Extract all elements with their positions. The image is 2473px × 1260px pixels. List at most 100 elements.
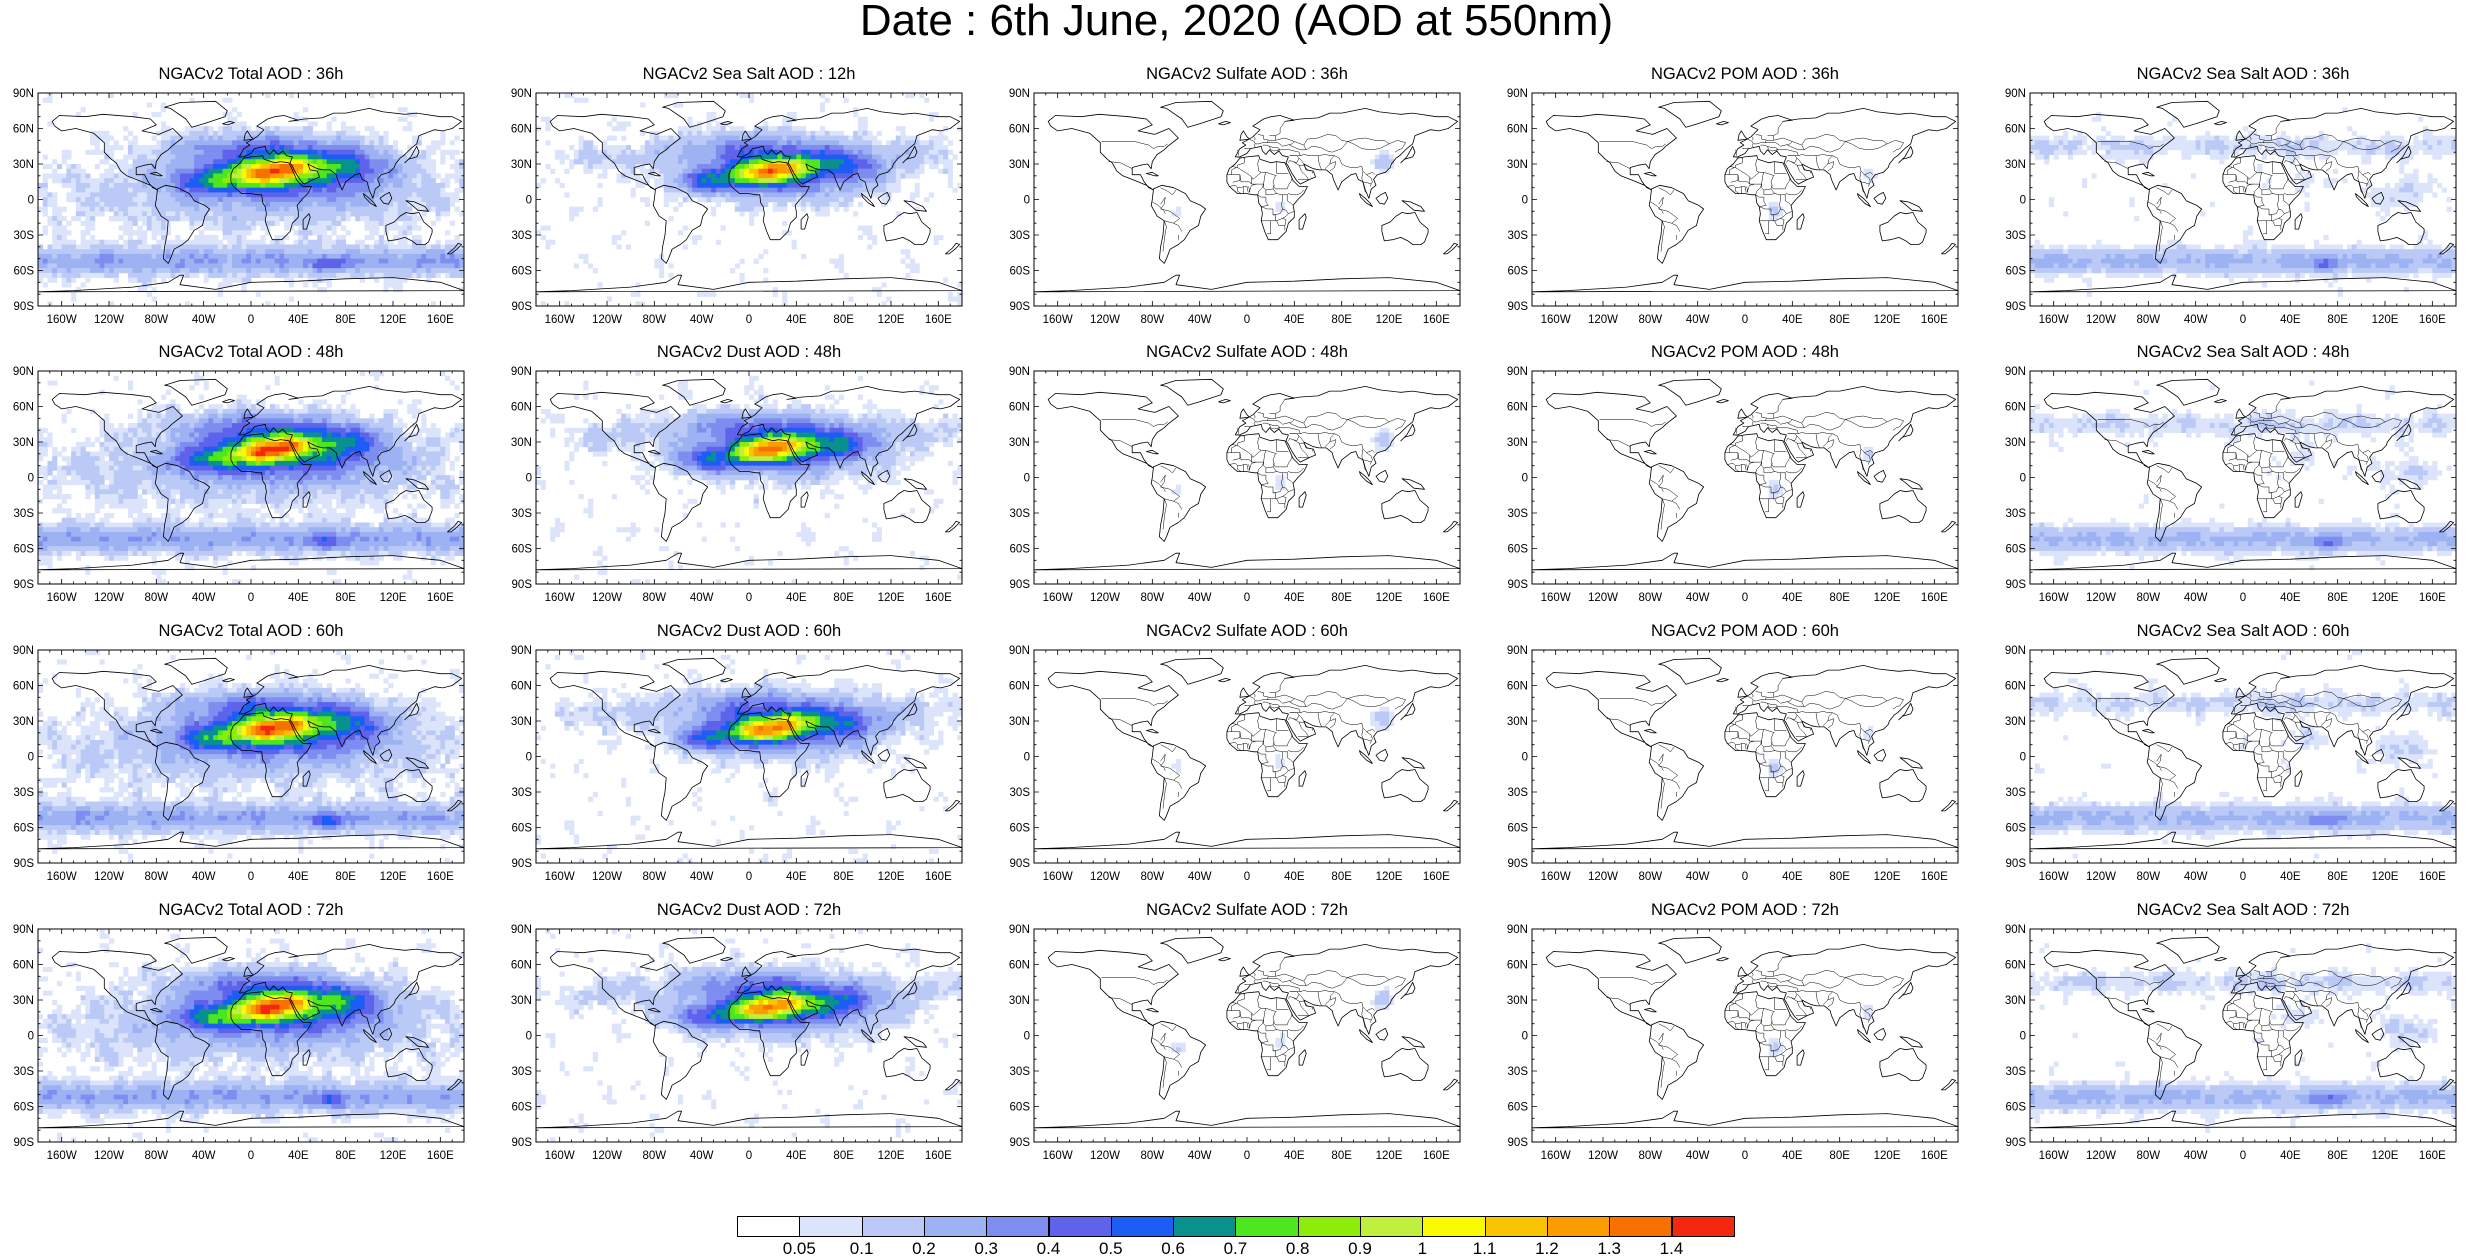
aod-cell [635,149,641,155]
aod-cell [322,258,328,264]
aod-cell [857,178,863,184]
aod-cell [853,107,859,113]
aod-cell [388,253,394,260]
aod-cell [194,145,200,151]
aod-cell [232,277,238,283]
aod-cell [810,135,816,141]
aod-cell [109,239,115,245]
aod-cell [251,244,257,250]
aod-cell [2214,135,2220,141]
aod-cell [260,239,266,245]
aod-cell [1384,154,1390,160]
aod-cell [891,159,897,165]
aod-cell [786,116,792,122]
aod-cell [2077,130,2083,136]
aod-cell [232,159,238,165]
aod-cell [402,230,408,236]
aod-cell [355,268,361,274]
aod-cell [630,149,636,155]
aod-cell [303,268,309,274]
lon-tick-label: 160E [1921,314,1948,326]
aod-cell [739,197,745,203]
aod-cell [288,277,294,283]
aod-cell [255,268,261,274]
aod-cell [359,182,365,189]
aod-cell [796,145,802,151]
aod-cell [132,263,138,269]
aod-cell [142,277,148,283]
aod-cell [2318,244,2324,250]
aod-cell [52,239,58,245]
aod-cell [165,258,171,264]
aod-cell [279,235,285,241]
aod-cell [635,159,641,165]
aod-cell [673,187,679,193]
aod-cell [2105,140,2111,146]
aod-cell [796,164,802,170]
aod-cell [298,164,304,170]
aod-cell [2252,149,2258,155]
aod-cell [137,182,143,189]
aod-cell [715,164,721,170]
aod-cell [1778,211,1784,217]
aod-cell [241,145,247,151]
aod-cell [113,178,119,184]
aod-cell [274,192,280,198]
aod-cell [99,253,105,260]
aod-cell [312,201,318,207]
aod-cell [42,164,48,170]
aod-cell [407,192,413,198]
aod-cell [545,140,551,146]
aod-cell [2413,244,2419,250]
aod-cell [393,268,399,274]
aod-cell [94,249,100,255]
aod-cell [284,178,290,184]
aod-cell [80,249,86,255]
aod-cell [265,258,271,264]
aod-cell [435,216,441,222]
aod-cell [208,187,214,193]
aod-cell [85,225,91,231]
aod-cell [374,263,380,269]
figure-title: Date : 6th June, 2020 (AOD at 550nm) [0,0,2473,43]
aod-cell [184,206,190,212]
aod-cell [2351,140,2357,146]
aod-cell [411,187,418,193]
aod-cell [715,126,721,132]
aod-cell [156,192,162,198]
aod-cell [725,154,731,160]
aod-cell [933,145,939,151]
aod-cell [895,164,901,170]
aod-cell [222,111,228,118]
lon-tick-label: 80W [145,314,169,326]
aod-cell [175,239,181,245]
aod-cell [909,93,916,99]
aod-cell [900,140,906,146]
lat-tick-label: 90N [1507,88,1528,100]
aod-cell [914,140,920,146]
aod-cell [236,206,242,212]
aod-cell [749,154,755,160]
lat-tick-label: 90S [14,301,35,313]
aod-cell [834,258,840,264]
aod-cell [777,154,783,160]
aod-cell [284,140,290,146]
aod-cell [2252,239,2258,245]
aod-cell [113,216,119,222]
aod-cell [2101,263,2107,269]
aod-cell [208,173,214,179]
aod-cell [2385,253,2391,260]
aod-cell [2385,201,2391,207]
aod-cell [815,192,821,198]
aod-cell [137,268,143,274]
aod-cell [47,263,53,269]
aod-cell [80,220,86,226]
aod-cell [777,126,783,132]
aod-cell [734,164,740,170]
aod-cell [905,145,911,151]
aod-cell [265,173,271,179]
aod-cell [56,249,63,255]
aod-cell [123,178,129,184]
aod-cell [317,145,323,151]
aod-cell [66,178,72,184]
